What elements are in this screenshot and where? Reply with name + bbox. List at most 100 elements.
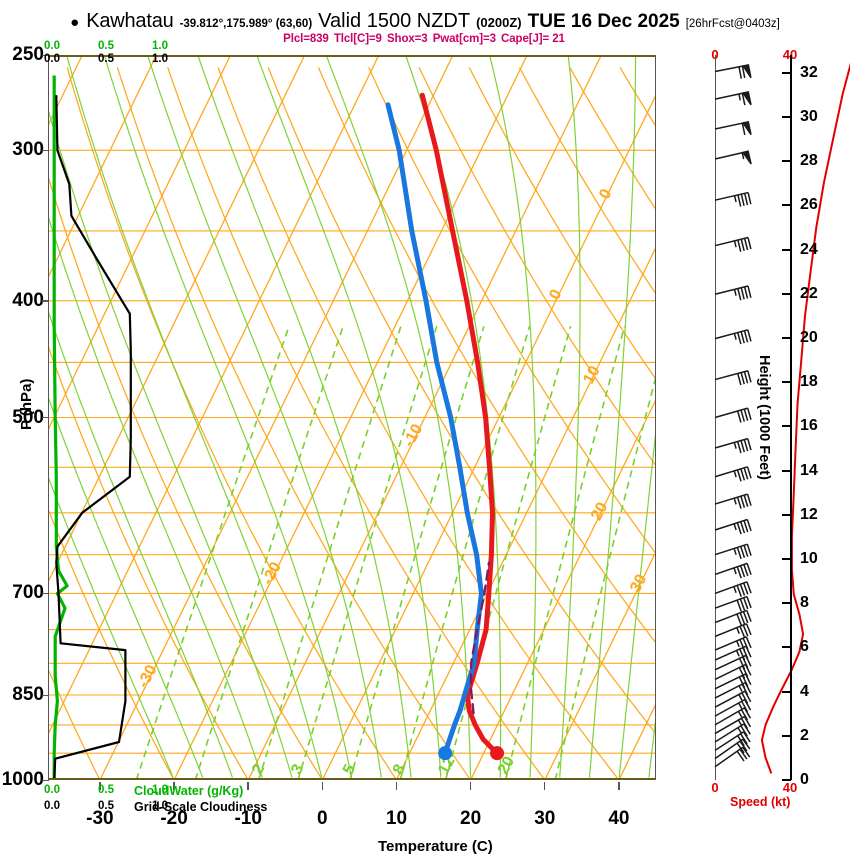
height-tick-mark [782, 160, 791, 163]
valid-time: Valid 1500 NZDT [318, 10, 471, 32]
height-tick-mark [782, 204, 791, 207]
station-coordinates: -39.812°,175.989° (63,60) [179, 18, 313, 30]
param-pwat: Pwat[cm]=3 [432, 33, 496, 45]
temperature-tick-mark [321, 782, 324, 790]
pressure-tick-1000: 1000 [1, 769, 44, 790]
cloudiness-tick-1.0: 1.0 [152, 800, 168, 812]
param-cape: Cape[J]= 21 [501, 33, 565, 45]
pressure-tick-700: 700 [12, 582, 44, 604]
svg-text:10: 10 [580, 363, 603, 387]
height-tick-mark [782, 381, 791, 384]
temperature-tick--10: -10 [234, 808, 262, 829]
height-tick-mark [782, 71, 791, 74]
pressure-tick-850: 850 [12, 684, 44, 705]
pressure-tick-500: 500 [12, 406, 44, 428]
temperature-tick-mark [247, 782, 249, 790]
svg-text:20: 20 [588, 500, 611, 524]
wind-barbs [714, 64, 752, 768]
station-name: Kawhatau [86, 10, 174, 32]
height-tick-mark [782, 690, 791, 693]
wind-speed-panel [656, 55, 850, 780]
svg-text:12: 12 [435, 754, 458, 778]
temperature-tick-30: 30 [534, 808, 556, 829]
param-tlcl: Tlcl[C]=9 [333, 33, 382, 45]
height-tick-mark [782, 248, 791, 251]
cloudwater-tick-1.0: 1.0 [152, 784, 168, 796]
pressure-tick-mark [42, 417, 49, 419]
temperature-tick-mark [544, 782, 546, 790]
temperature-tick-mark [395, 782, 398, 790]
cloud-profiles [52, 75, 132, 780]
pressure-tick-mark [42, 149, 49, 152]
height-tick-2: 2 [800, 726, 809, 744]
temperature-tick-mark [469, 782, 472, 790]
height-tick-32: 32 [800, 63, 818, 81]
pressure-tick-300: 300 [12, 139, 44, 161]
cloudwater-tick-0.5: 0.5 [98, 784, 114, 796]
cloudwater-top-tick-1.0: 1.0 [152, 40, 168, 52]
cloudiness-top-tick-0.0: 0.0 [44, 53, 60, 65]
height-tick-mark [782, 779, 791, 781]
height-tick-24: 24 [800, 240, 818, 258]
speed-axis-label: Speed (kt) [730, 795, 791, 809]
height-tick-6: 6 [800, 638, 809, 656]
station-bullet-icon: ● [70, 14, 80, 31]
temperature-tick-20: 20 [460, 808, 482, 829]
cloudwater-legend-label: CloudWater (g/Kg) [134, 784, 244, 798]
sounding-parameters: Plcl=839 Tlcl[C]=9 Shox=3 Pwat[cm]=3 Cap… [0, 33, 850, 45]
height-tick-mark [782, 646, 791, 649]
temperature-tick-mark [173, 782, 175, 790]
cloudwater-top-tick-0.0: 0.0 [44, 40, 60, 52]
height-axis-label: Height (1000 Feet) [756, 355, 772, 480]
valid-date: TUE 16 Dec 2025 [527, 11, 680, 32]
height-tick-8: 8 [800, 594, 809, 612]
height-tick-18: 18 [800, 373, 818, 391]
pressure-tick-mark [42, 694, 49, 696]
height-tick-14: 14 [800, 461, 818, 479]
cloudiness-tick-0.5: 0.5 [98, 800, 114, 812]
param-plcl: Plcl=839 [283, 33, 329, 45]
temperature-tick-mark [99, 782, 101, 790]
figure-header: ● Kawhatau -39.812°,175.989° (63,60) Val… [0, 10, 850, 34]
cloudwater-tick-0.0: 0.0 [44, 784, 60, 796]
temperature-tick--20: -20 [160, 808, 188, 829]
height-tick-mark [782, 425, 791, 428]
cloudiness-top-tick-1.0: 1.0 [152, 53, 168, 65]
height-tick-30: 30 [800, 107, 818, 125]
height-tick-mark [782, 513, 791, 516]
height-tick-mark [782, 602, 791, 605]
height-tick-22: 22 [800, 284, 818, 302]
temperature-tick-mark [618, 782, 620, 790]
temperature-tick-40: 40 [608, 808, 630, 829]
speed-tick-bottom-0: 0 [711, 780, 719, 795]
height-axis [790, 55, 792, 780]
pressure-tick-250: 250 [12, 44, 44, 65]
height-tick-mark [782, 292, 791, 295]
pressure-tick-400: 400 [12, 289, 44, 311]
cloudwater-top-tick-0.5: 0.5 [98, 40, 114, 52]
height-tick-10: 10 [800, 549, 818, 567]
height-tick-mark [782, 469, 791, 472]
speed-tick-top-40: 40 [783, 47, 797, 62]
height-tick-20: 20 [800, 328, 818, 346]
valid-time-zulu: (0200Z) [476, 15, 522, 30]
height-tick-4: 4 [800, 682, 809, 700]
forecast-lead: [26hrFcst@0403z] [685, 18, 780, 30]
pressure-tick-mark [42, 592, 49, 595]
height-tick-0: 0 [800, 771, 809, 788]
height-tick-mark [782, 336, 791, 339]
height-tick-28: 28 [800, 152, 818, 170]
pressure-tick-mark [42, 300, 49, 302]
cloudiness-legend-label: Grid-Scale Cloudiness [134, 800, 268, 814]
wind-barb-panel [656, 55, 774, 780]
temperature-tick-0: 0 [317, 808, 328, 829]
height-tick-26: 26 [800, 196, 818, 214]
height-tick-mark [782, 557, 791, 560]
height-tick-16: 16 [800, 417, 818, 435]
height-tick-12: 12 [800, 505, 818, 523]
skewt-profiles [385, 92, 505, 761]
pressure-tick-mark [42, 779, 49, 781]
param-shox: Shox=3 [386, 33, 428, 45]
